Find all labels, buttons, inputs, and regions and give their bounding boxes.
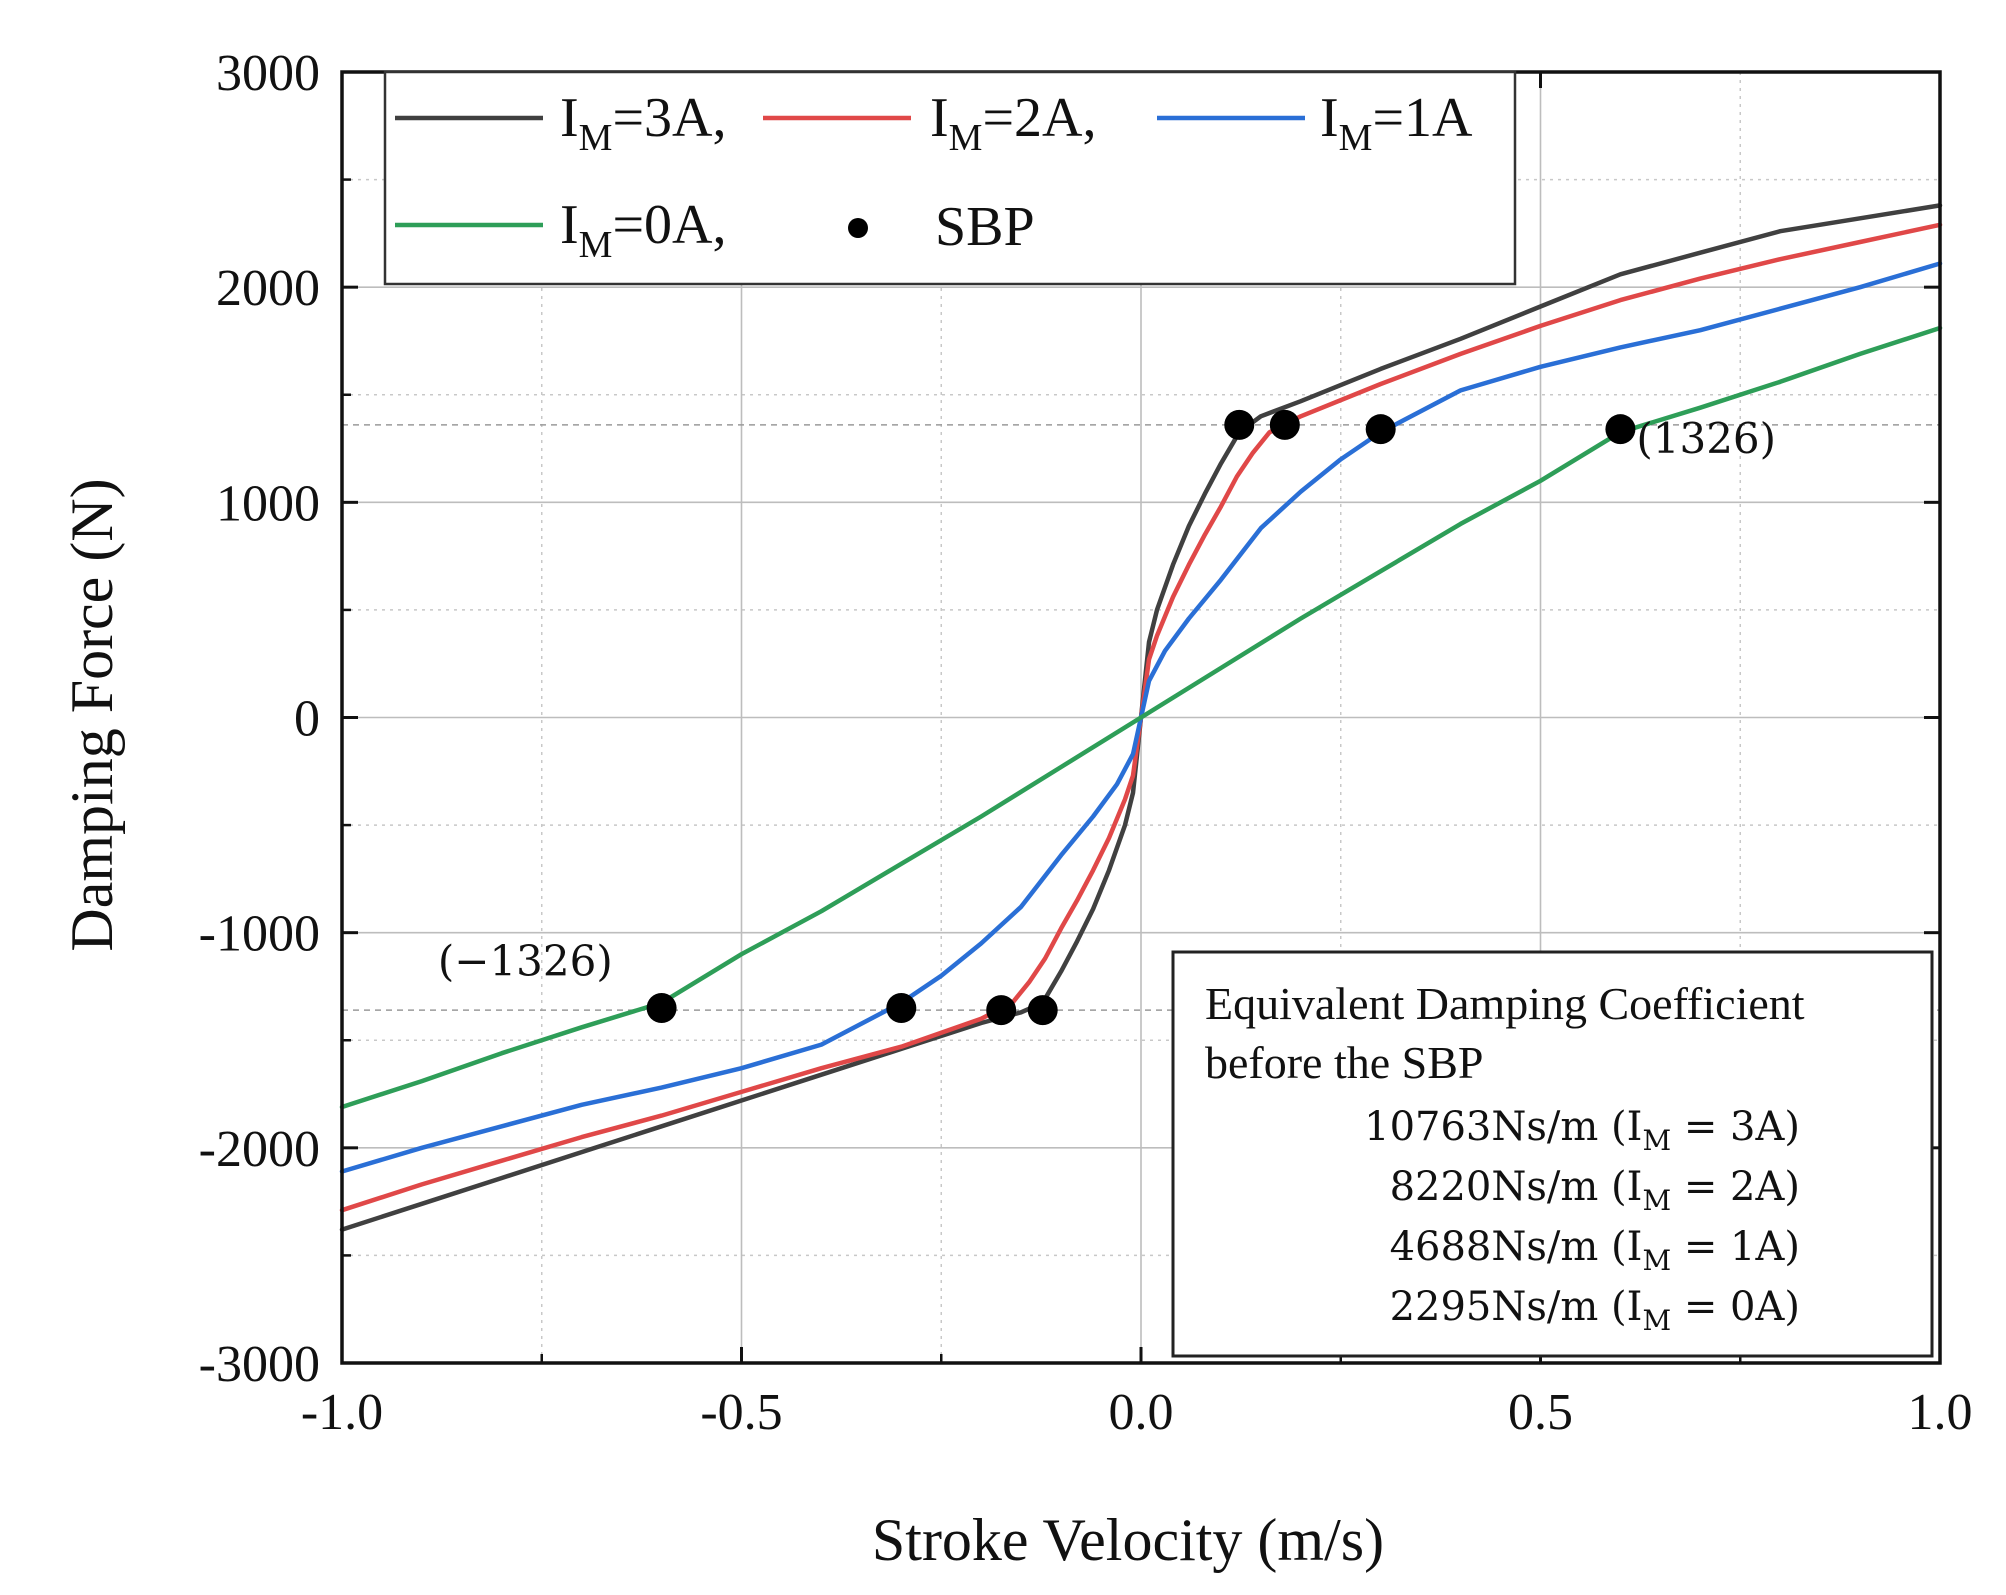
x-axis-label: Stroke Velocity (m/s) [872, 1507, 1384, 1573]
x-tick-label: 0.5 [1508, 1384, 1573, 1441]
annotations: (1326) (−1326) [438, 414, 1776, 986]
series-line-0A [339, 325, 1943, 1110]
info-box-row: 8220Ns/m (IM = 2A) [1390, 1164, 1800, 1217]
x-tick-label: -0.5 [700, 1384, 782, 1441]
y-tick-label: -2000 [199, 1121, 320, 1178]
info-box-row: 10763Ns/m (IM = 3A) [1364, 1104, 1800, 1157]
y-tick-label: 1000 [216, 475, 320, 532]
data-annotation: (1326) [1636, 414, 1776, 463]
x-tick-label: 1.0 [1908, 1384, 1973, 1441]
sbp-point [1224, 409, 1255, 440]
sbp-point [986, 995, 1017, 1026]
info-box-subtitle: before the SBP [1205, 1037, 1484, 1088]
info-box: Equivalent Damping Coefficient before the… [1171, 950, 1934, 1358]
legend-label: IM=3A, [560, 87, 726, 159]
info-box-frame [1171, 950, 1934, 1358]
info-box-row: 4688Ns/m (IM = 1A) [1390, 1224, 1800, 1277]
data-annotation: (−1326) [438, 937, 613, 986]
tick-labels: -1.0 -0.5 0.0 0.5 1.0 -3000 -2000 -1000 0 1000 200… [199, 45, 1973, 1441]
info-box-row: 2295Ns/m (IM = 0A) [1390, 1284, 1800, 1337]
series-lines [339, 203, 1943, 1232]
sbp-point [886, 992, 917, 1023]
y-tick-label: 0 [294, 691, 320, 748]
legend-label: IM=0A, [560, 194, 726, 266]
y-tick-label: 3000 [216, 45, 320, 102]
legend-sbp-marker [848, 218, 868, 238]
y-tick-label: 2000 [216, 260, 320, 317]
sbp-point [1365, 414, 1396, 445]
x-tick-label: 0.0 [1109, 1384, 1174, 1441]
y-tick-label: -1000 [199, 906, 320, 963]
y-axis-label: Damping Force (N) [59, 478, 125, 951]
sbp-point [1605, 414, 1636, 445]
legend-label: IM=2A, [930, 87, 1096, 159]
legend-sbp-label: SBP [935, 196, 1035, 258]
sbp-point [1027, 995, 1058, 1026]
info-box-title: Equivalent Damping Coefficient [1205, 978, 1805, 1029]
y-tick-label: -3000 [199, 1336, 320, 1393]
legend-box [383, 70, 1517, 286]
sbp-point [646, 992, 677, 1023]
legend: IM=3A, IM=2A, IM=1A IM=0A, SBP [383, 70, 1517, 286]
legend-label: IM=1A [1320, 87, 1473, 159]
sbp-point [1269, 409, 1300, 440]
x-tick-label: -1.0 [301, 1384, 383, 1441]
sbp-points [646, 409, 1636, 1026]
